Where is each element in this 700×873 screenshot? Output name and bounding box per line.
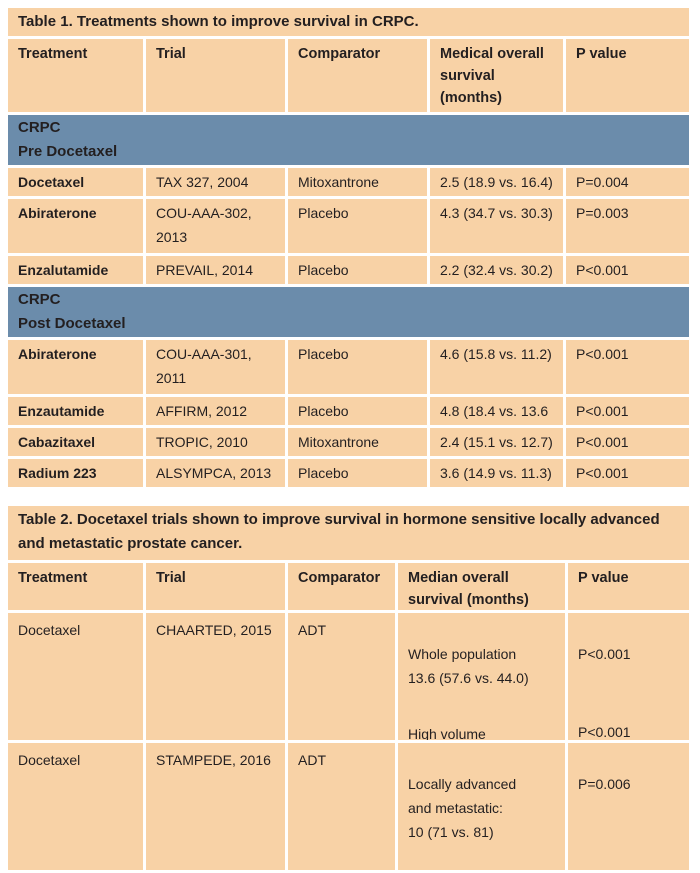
cell-pvalue: P<0.001 P<0.001 bbox=[568, 613, 689, 740]
table1: Table 1. Treatments shown to improve sur… bbox=[8, 8, 692, 487]
cell-pvalue: P=0.004 bbox=[566, 168, 689, 196]
cell-pvalue: P<0.001 bbox=[566, 428, 689, 456]
cell-trial: TROPIC, 2010 bbox=[146, 428, 285, 456]
cell-pvalue: P<0.001 bbox=[566, 256, 689, 284]
cell-comparator: Placebo bbox=[288, 199, 427, 253]
cell-survival: Locally advanced and metastatic: 10 (71 … bbox=[398, 743, 565, 870]
cell-pvalue: P=0.006 P=0.005 bbox=[568, 743, 689, 870]
cell-comparator: Mitoxantrone bbox=[288, 428, 427, 456]
cell-trial: CHAARTED, 2015 bbox=[146, 613, 285, 740]
cell-treatment: Abiraterone bbox=[8, 199, 143, 253]
cell-trial: TAX 327, 2004 bbox=[146, 168, 285, 196]
cell-treatment: Cabazitaxel bbox=[8, 428, 143, 456]
cell-trial: STAMPEDE, 2016 bbox=[146, 743, 285, 870]
cell-treatment: Docetaxel bbox=[8, 168, 143, 196]
pvalue-outcome: P=0.006 bbox=[578, 776, 631, 792]
cell-survival: 2.4 (15.1 vs. 12.7) bbox=[430, 428, 563, 456]
pvalue-outcome: P<0.001 bbox=[578, 724, 631, 740]
table2-header-treatment: Treatment bbox=[8, 563, 143, 610]
cell-trial: COU-AAA-302, 2013 bbox=[146, 199, 285, 253]
table2: Table 2. Docetaxel trials shown to impro… bbox=[8, 506, 692, 870]
cell-comparator: Placebo bbox=[288, 459, 427, 487]
table1-section-post-docetaxel: CRPC Post Docetaxel bbox=[8, 287, 689, 337]
table1-header-survival: Medical overall survival (months) bbox=[430, 39, 563, 112]
cell-survival: 4.3 (34.7 vs. 30.3) bbox=[430, 199, 563, 253]
table1-header-trial: Trial bbox=[146, 39, 285, 112]
cell-survival: Whole population 13.6 (57.6 vs. 44.0) Hi… bbox=[398, 613, 565, 740]
table1-section-pre-docetaxel: CRPC Pre Docetaxel bbox=[8, 115, 689, 165]
cell-treatment: Abiraterone bbox=[8, 340, 143, 394]
cell-trial: PREVAIL, 2014 bbox=[146, 256, 285, 284]
cell-survival: 2.2 (32.4 vs. 30.2) bbox=[430, 256, 563, 284]
cell-comparator: Placebo bbox=[288, 256, 427, 284]
cell-survival: 4.8 (18.4 vs. 13.6 bbox=[430, 397, 563, 425]
cell-pvalue: P<0.001 bbox=[566, 459, 689, 487]
cell-comparator: ADT bbox=[288, 743, 395, 870]
cell-survival: 4.6 (15.8 vs. 11.2) bbox=[430, 340, 563, 394]
cell-treatment: Radium 223 bbox=[8, 459, 143, 487]
cell-pvalue: P<0.001 bbox=[566, 397, 689, 425]
survival-outcome: Whole population 13.6 (57.6 vs. 44.0) bbox=[408, 646, 529, 686]
table1-header-comparator: Comparator bbox=[288, 39, 427, 112]
cell-comparator: Placebo bbox=[288, 340, 427, 394]
table2-title: Table 2. Docetaxel trials shown to impro… bbox=[8, 506, 689, 560]
table1-header-treatment: Treatment bbox=[8, 39, 143, 112]
table2-header-pvalue: P value bbox=[568, 563, 689, 610]
cell-pvalue: P<0.001 bbox=[566, 340, 689, 394]
survival-outcome: High volume metastatic disease 17.0 (49.… bbox=[408, 726, 486, 740]
table2-header-survival: Median overall survival (months) bbox=[398, 563, 565, 610]
cell-treatment: Enzautamide bbox=[8, 397, 143, 425]
survival-outcome: Locally advanced and metastatic: 10 (71 … bbox=[408, 776, 517, 840]
cell-pvalue: P=0.003 bbox=[566, 199, 689, 253]
cell-survival: 3.6 (14.9 vs. 11.3) bbox=[430, 459, 563, 487]
cell-treatment: Docetaxel bbox=[8, 743, 143, 870]
pvalue-outcome: P<0.001 bbox=[578, 646, 631, 662]
table2-header-trial: Trial bbox=[146, 563, 285, 610]
cell-survival: 2.5 (18.9 vs. 16.4) bbox=[430, 168, 563, 196]
table1-header-pvalue: P value bbox=[566, 39, 689, 112]
cell-comparator: ADT bbox=[288, 613, 395, 740]
cell-treatment: Enzalutamide bbox=[8, 256, 143, 284]
cell-comparator: Placebo bbox=[288, 397, 427, 425]
cell-trial: AFFIRM, 2012 bbox=[146, 397, 285, 425]
cell-trial: COU-AAA-301, 2011 bbox=[146, 340, 285, 394]
cell-comparator: Mitoxantrone bbox=[288, 168, 427, 196]
table1-title: Table 1. Treatments shown to improve sur… bbox=[8, 8, 689, 36]
cell-trial: ALSYMPCA, 2013 bbox=[146, 459, 285, 487]
cell-treatment: Docetaxel bbox=[8, 613, 143, 740]
table2-header-comparator: Comparator bbox=[288, 563, 395, 610]
